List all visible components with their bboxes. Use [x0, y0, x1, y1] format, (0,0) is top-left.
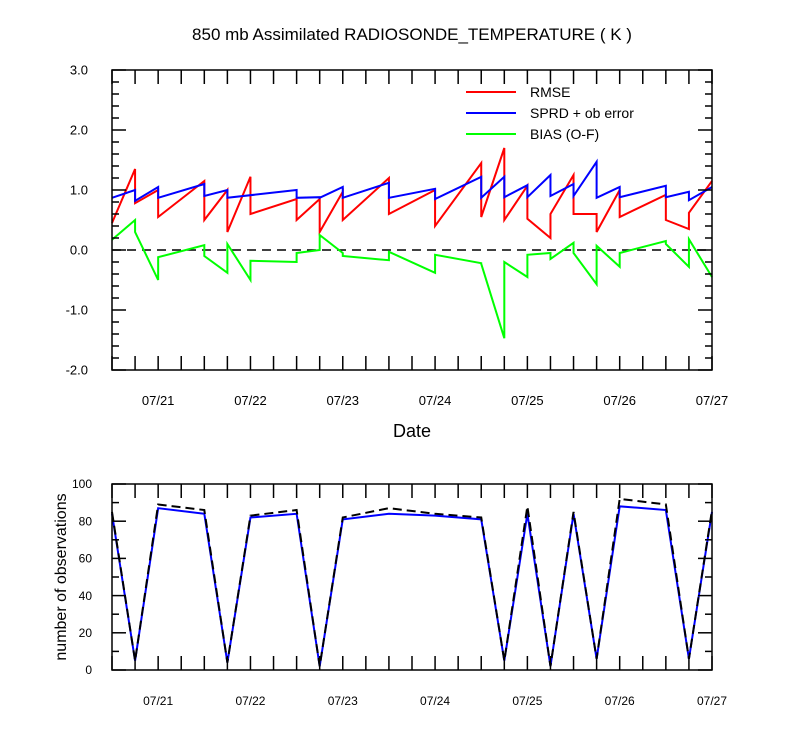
- lower-series: [111, 497, 713, 667]
- upper-series: [111, 147, 713, 339]
- y-axis-title: number of observations: [53, 493, 70, 660]
- y-tick-label: 2.0: [70, 123, 88, 138]
- lower-y-tick-labels: 0 20 40 60 80 100: [72, 477, 92, 677]
- y-tick-label: -1.0: [66, 303, 88, 318]
- x-tick-label: 07/23: [326, 393, 359, 408]
- y-tick-label: -2.0: [66, 363, 88, 378]
- upper-y-tick-labels: -2.0 -1.0 0.0 1.0 2.0 3.0: [66, 63, 88, 378]
- x-tick-label: 07/26: [603, 393, 636, 408]
- x-axis-title: Date: [393, 421, 431, 441]
- series-line-total: [111, 497, 713, 667]
- y-tick-label: 80: [79, 514, 93, 528]
- upper-plot-frame: [111, 69, 713, 371]
- y-tick-label: 100: [72, 477, 92, 491]
- y-tick-label: 3.0: [70, 63, 88, 78]
- series-line-assimilated: [111, 505, 713, 667]
- lower-plot-frame: [111, 483, 713, 671]
- legend: RMSE SPRD + ob error BIAS (O-F): [466, 84, 634, 142]
- x-tick-label: 07/21: [142, 393, 175, 408]
- series-line-sprd-ob-error: [111, 158, 713, 203]
- x-tick-label: 07/26: [605, 694, 635, 708]
- series-line-bias-o-f: [111, 217, 713, 339]
- legend-label: RMSE: [530, 84, 570, 100]
- legend-label: BIAS (O-F): [530, 126, 599, 142]
- y-tick-label: 0: [85, 663, 92, 677]
- x-tick-label: 07/22: [235, 694, 265, 708]
- x-tick-label: 07/25: [512, 694, 542, 708]
- x-tick-label: 07/27: [696, 393, 729, 408]
- x-tick-label: 07/21: [143, 694, 173, 708]
- chart-title: 850 mb Assimilated RADIOSONDE_TEMPERATUR…: [192, 25, 632, 44]
- series-line-rmse: [111, 147, 713, 241]
- x-tick-label: 07/27: [697, 694, 727, 708]
- y-tick-label: 40: [79, 589, 93, 603]
- x-tick-label: 07/22: [234, 393, 267, 408]
- lower-x-tick-labels: 07/21 07/22 07/23 07/24 07/25 07/26 07/27: [143, 694, 727, 708]
- x-tick-label: 07/25: [511, 393, 544, 408]
- legend-label: SPRD + ob error: [530, 105, 634, 121]
- x-tick-label: 07/23: [328, 694, 358, 708]
- y-tick-label: 20: [79, 626, 93, 640]
- x-tick-label: 07/24: [419, 393, 452, 408]
- x-tick-label: 07/24: [420, 694, 450, 708]
- y-tick-label: 60: [79, 552, 93, 566]
- upper-chart: -2.0-1.00.01.02.03.0 07/21 07/22 07/23 07/2…: [66, 63, 729, 441]
- y-tick-label: 1.0: [70, 183, 88, 198]
- y-tick-label: 0.0: [70, 243, 88, 258]
- upper-x-tick-labels: 07/21 07/22 07/23 07/24 07/25 07/26 07/27: [142, 393, 728, 408]
